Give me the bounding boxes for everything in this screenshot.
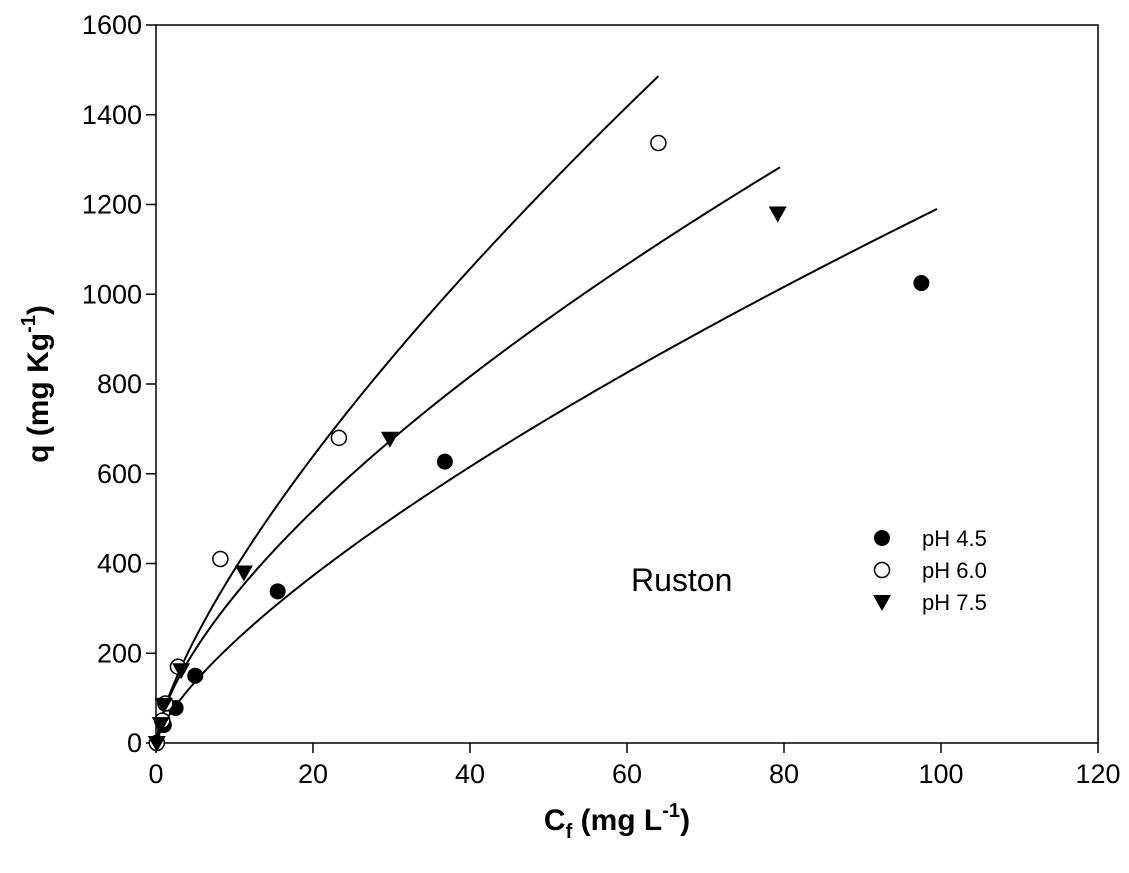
data-point-series-3 <box>151 717 170 734</box>
x-axis-title: Cf (mg L-1) <box>544 800 690 843</box>
data-point-series-2 <box>650 134 667 152</box>
data-point-series-1 <box>187 667 204 684</box>
y-tick-label: 1200 <box>82 190 142 220</box>
data-point-series-3 <box>380 431 399 448</box>
y-tick-label: 1000 <box>82 279 142 309</box>
y-axis-title: q (mg Kg-1) <box>18 305 55 463</box>
axes: 0 20 40 60 80 100 1200200400600800100012001400… <box>18 10 1121 843</box>
legend-marker-3 <box>873 595 891 611</box>
data-point-series-1 <box>913 275 930 292</box>
data-point-series-1 <box>269 583 286 600</box>
fit-line-series-3 <box>155 166 781 744</box>
data-point-series-3 <box>234 565 253 582</box>
y-tick-label: 1600 <box>82 10 142 40</box>
y-tick-label: 800 <box>97 369 142 399</box>
x-tick-label: 40 <box>455 759 485 789</box>
x-tick-label: 60 <box>612 759 642 789</box>
data-point-series-1 <box>436 453 453 470</box>
y-tick-label: 400 <box>97 549 142 579</box>
x-tick-label: 100 <box>918 759 963 789</box>
data-point-series-3 <box>154 697 173 714</box>
x-tick-label: 0 <box>148 759 163 789</box>
legend-marker-2 <box>873 561 891 579</box>
fit-line-series-2 <box>155 75 660 744</box>
ruston-annotation: Ruston <box>631 562 732 598</box>
legend-label-1: pH 4.5 <box>922 526 987 551</box>
markers <box>147 134 930 752</box>
fit-line-series-1 <box>155 208 938 744</box>
data-point-series-3 <box>768 206 787 223</box>
x-tick-label: 80 <box>769 759 799 789</box>
data-point-series-3 <box>172 663 191 680</box>
data-point-series-2 <box>330 429 348 447</box>
legend-marker-1 <box>874 530 890 546</box>
legend-label-2: pH 6.0 <box>922 558 987 583</box>
y-tick-label: 1400 <box>82 100 142 130</box>
data-point-series-3 <box>147 736 166 752</box>
legend-label-3: pH 7.5 <box>922 590 987 615</box>
fit-lines <box>155 75 938 744</box>
y-tick-label: 0 <box>127 728 142 758</box>
x-tick-label: 120 <box>1075 759 1120 789</box>
y-tick-label: 200 <box>97 638 142 668</box>
y-tick-label: 600 <box>97 459 142 489</box>
data-point-series-2 <box>212 550 229 568</box>
x-tick-label: 20 <box>298 759 328 789</box>
legend: pH 4.5 pH 6.0 pH 7.5 <box>873 526 987 615</box>
plot-frame <box>155 24 1099 744</box>
